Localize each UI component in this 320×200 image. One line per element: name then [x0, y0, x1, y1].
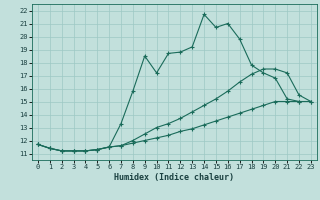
X-axis label: Humidex (Indice chaleur): Humidex (Indice chaleur) — [115, 173, 234, 182]
